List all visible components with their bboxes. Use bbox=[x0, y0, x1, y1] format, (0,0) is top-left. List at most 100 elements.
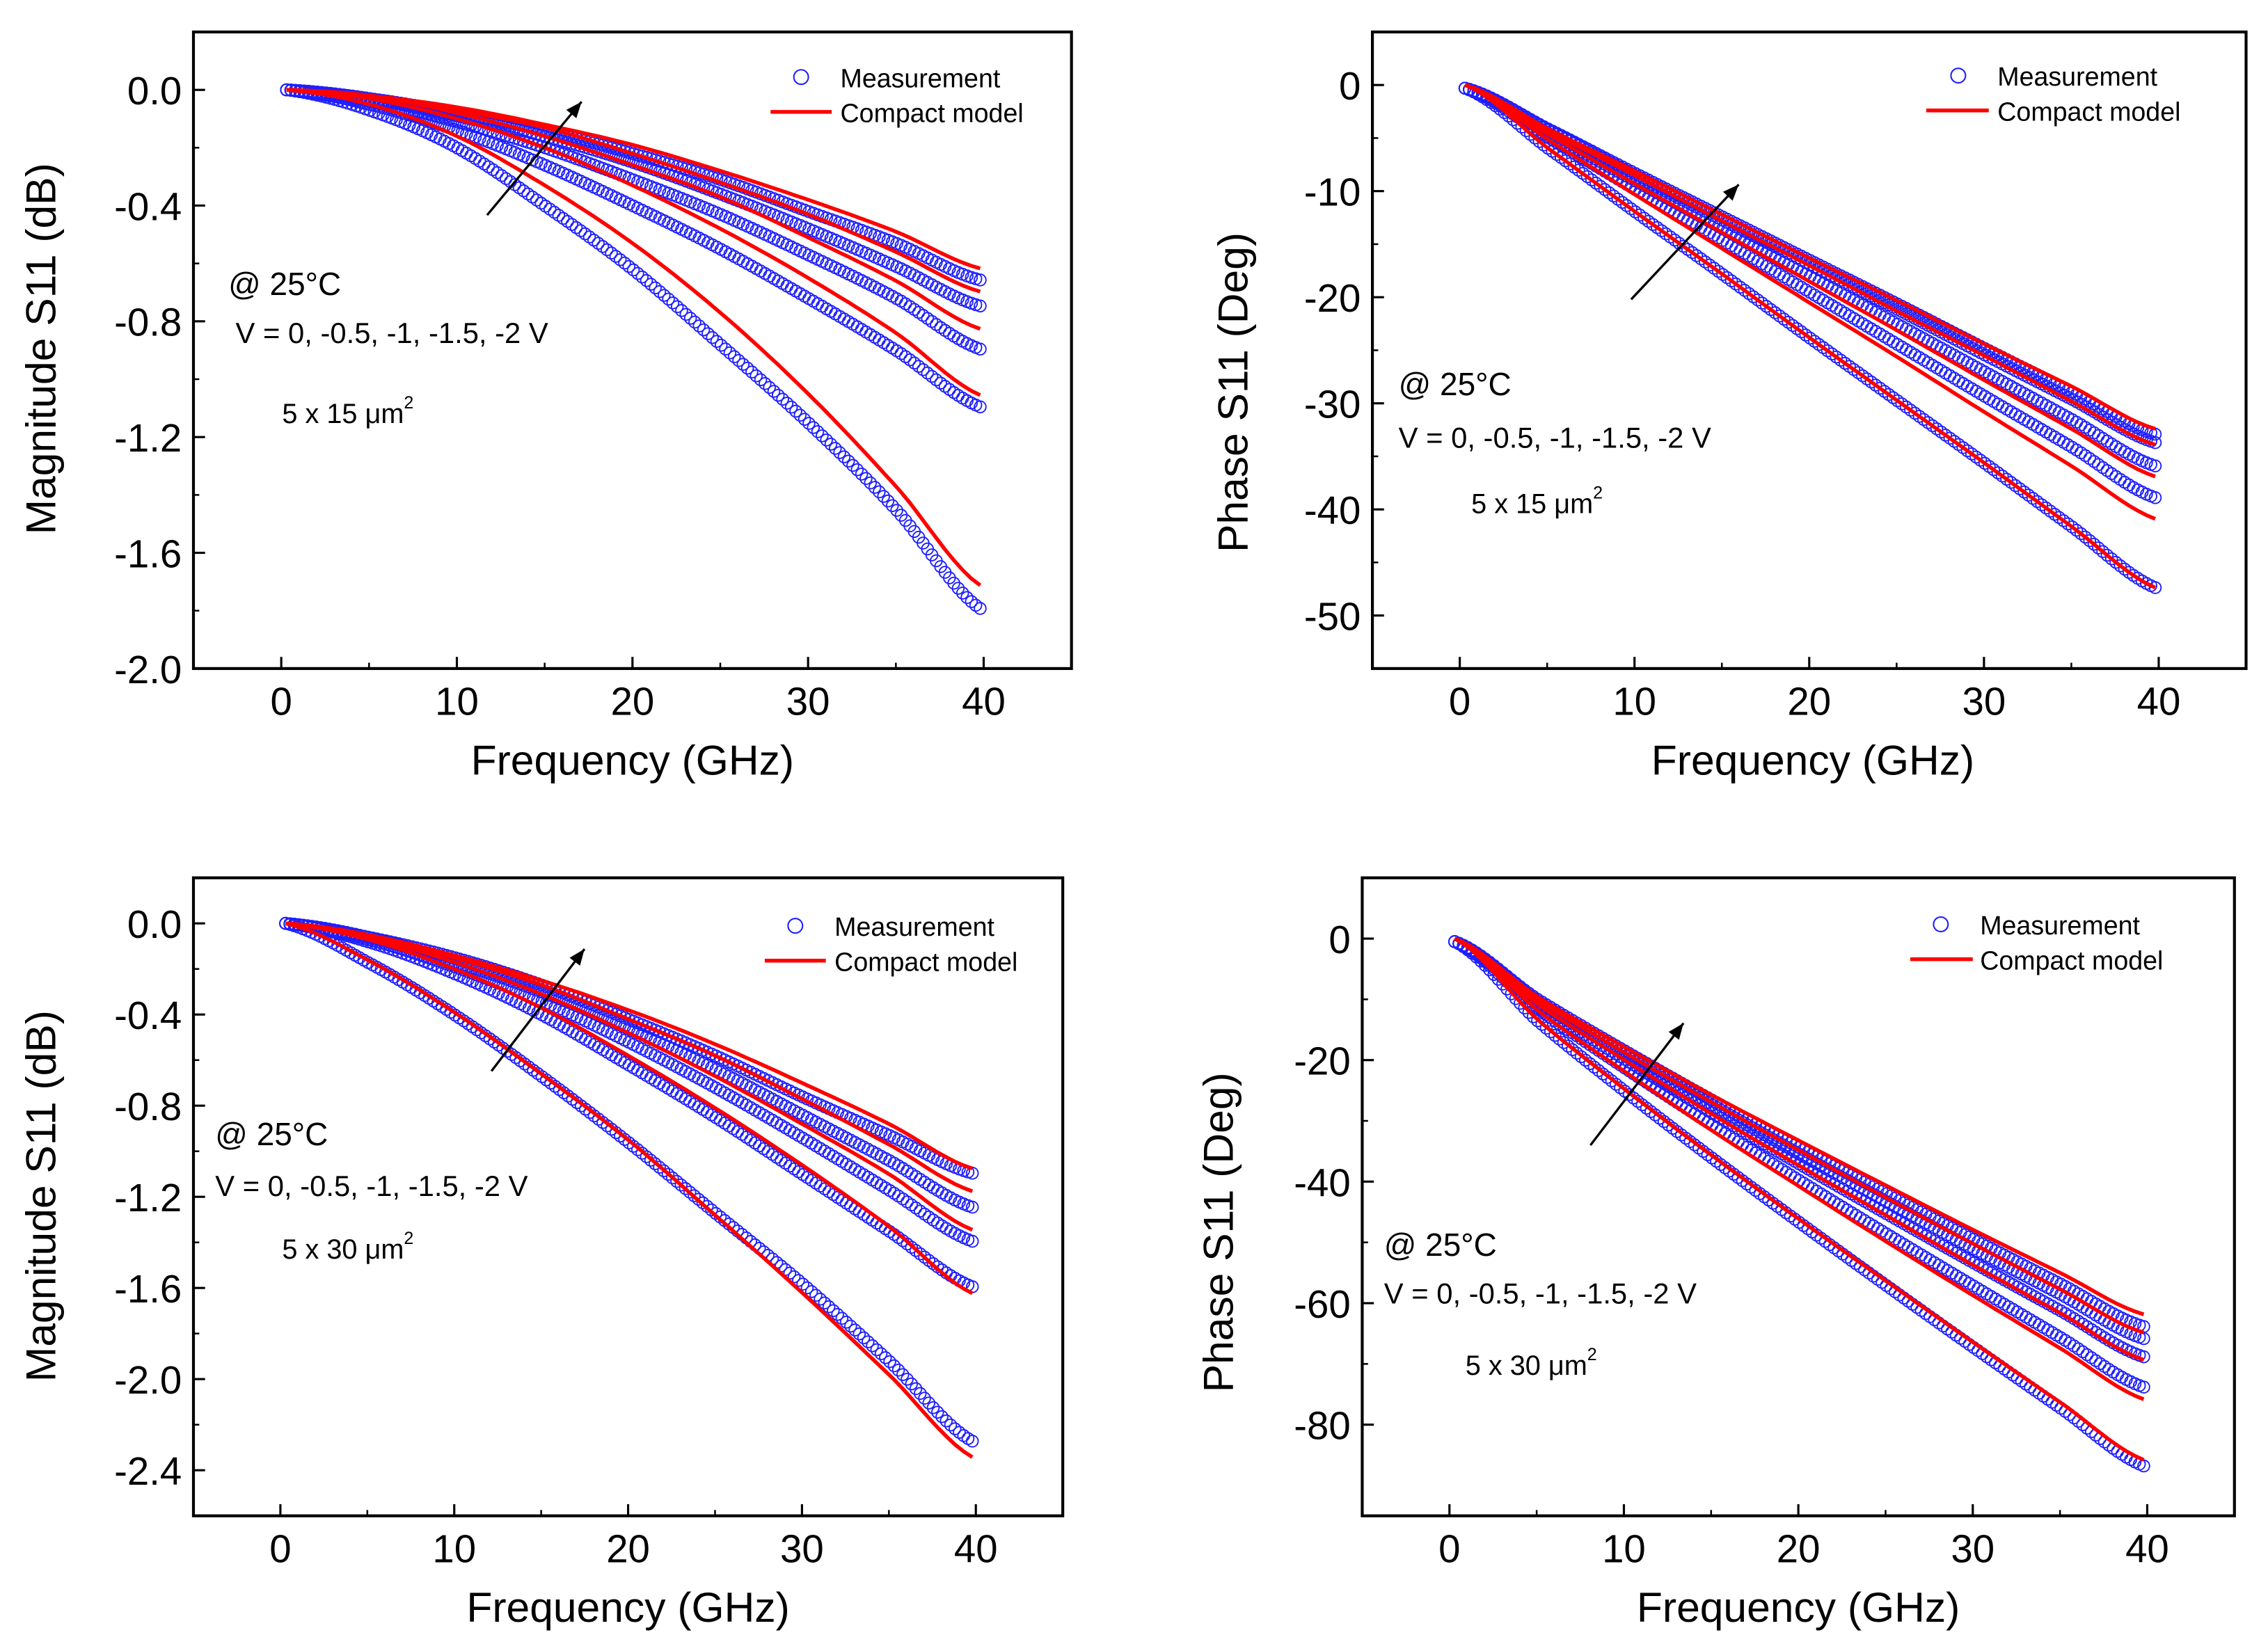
measurement-point bbox=[2070, 415, 2084, 429]
measurement-point bbox=[1603, 186, 1616, 200]
measurement-point bbox=[674, 1178, 688, 1192]
measurement-point bbox=[2019, 1310, 2033, 1324]
measurement-point bbox=[700, 1106, 714, 1119]
plot-frame bbox=[1370, 30, 2248, 670]
measurement-point bbox=[1628, 205, 1642, 218]
measurement-point bbox=[2109, 440, 2123, 454]
measurement-point bbox=[1601, 1071, 1614, 1084]
measurement-point bbox=[816, 429, 829, 442]
measurement-point bbox=[1851, 314, 1865, 328]
measurement-point bbox=[839, 1316, 853, 1329]
measurement-point bbox=[879, 1181, 892, 1195]
measurement-point bbox=[1974, 387, 1988, 401]
measurement-point bbox=[960, 591, 974, 605]
legend: Measurement Compact model bbox=[1910, 911, 2163, 975]
measurement-point bbox=[1609, 1078, 1623, 1091]
y-tick-label: -1.6 bbox=[114, 532, 182, 575]
measurement-point bbox=[1917, 413, 1930, 426]
measurement-point bbox=[688, 1097, 701, 1111]
measurement-point bbox=[1987, 394, 2000, 408]
measurement-point bbox=[692, 319, 706, 333]
measurement-point bbox=[1777, 270, 1791, 284]
measurement-point bbox=[1965, 447, 1978, 461]
measurement-point bbox=[1882, 333, 1896, 346]
measurement-point bbox=[626, 1140, 640, 1153]
measurement-point bbox=[1786, 319, 1800, 333]
measurement-point bbox=[855, 323, 869, 336]
measurement-point bbox=[1553, 1032, 1567, 1046]
measurement-point bbox=[1960, 444, 1974, 458]
measurement-point bbox=[859, 472, 873, 486]
measurement-point bbox=[2074, 527, 2088, 541]
measurement-point bbox=[1782, 273, 1795, 286]
measurement-point bbox=[898, 350, 912, 363]
y-tick-label: -20 bbox=[1304, 276, 1361, 320]
measurement-point bbox=[622, 1058, 636, 1072]
measurement-point bbox=[2083, 534, 2097, 548]
measurement-point bbox=[1856, 317, 1869, 330]
legend: Measurement Compact model bbox=[1926, 62, 2180, 126]
legend-measurement-label: Measurement bbox=[841, 63, 1001, 93]
measurement-point bbox=[1574, 1050, 1588, 1064]
measurement-point bbox=[905, 1198, 919, 1212]
measurement-point bbox=[1566, 1043, 1579, 1056]
measurement-point bbox=[2004, 405, 2018, 419]
legend-model-label: Compact model bbox=[1997, 97, 2180, 126]
device-area-text: 5 x 30 μm bbox=[1466, 1350, 1587, 1381]
measurement-point bbox=[844, 1319, 857, 1333]
measurement-point bbox=[938, 379, 952, 393]
measurement-point bbox=[2114, 559, 2127, 573]
measurement-point bbox=[670, 1174, 683, 1188]
chart-panel-4: 0 10 20 30 40 0 -20 -40 -60 -80 Frequency (GHz) Pha… bbox=[1195, 876, 2236, 1631]
measurement-point bbox=[1563, 157, 1577, 170]
measurement-point bbox=[844, 1160, 857, 1174]
measurement-point bbox=[464, 149, 477, 163]
measurement-point bbox=[1803, 331, 1817, 345]
device-area-superscript: 2 bbox=[404, 393, 413, 413]
measurement-point bbox=[644, 278, 658, 291]
y-tick-label: -1.6 bbox=[114, 1267, 182, 1311]
measurement-point bbox=[618, 256, 631, 270]
measurement-point bbox=[864, 476, 878, 490]
measurement-point bbox=[717, 1086, 731, 1099]
measurement-point bbox=[1873, 381, 1887, 395]
measurement-point bbox=[1716, 268, 1729, 281]
measurement-point bbox=[2043, 428, 2057, 441]
measurement-point bbox=[2070, 523, 2084, 537]
trend-arrow bbox=[490, 948, 586, 1072]
measurement-point bbox=[1755, 257, 1769, 271]
model-curve-3 bbox=[1454, 936, 2145, 1362]
measurement-point bbox=[1956, 376, 1970, 390]
measurement-point bbox=[2039, 501, 2053, 515]
legend-model-label: Compact model bbox=[1980, 946, 2163, 975]
model-curve-2 bbox=[1464, 83, 2156, 521]
y-tick-label: -2.0 bbox=[114, 648, 182, 692]
legend: Measurement Compact model bbox=[764, 912, 1017, 976]
measurement-point bbox=[596, 240, 610, 253]
measurement-point bbox=[913, 1247, 927, 1261]
measurement-point bbox=[697, 323, 711, 337]
measurement-point bbox=[2118, 445, 2132, 458]
measurement-point bbox=[1518, 1001, 1531, 1015]
x-tick-label: 0 bbox=[1449, 680, 1470, 724]
measurement-point bbox=[862, 1170, 875, 1184]
measurement-point bbox=[578, 227, 592, 241]
x-tick-label: 10 bbox=[1602, 1527, 1646, 1571]
measurement-point bbox=[894, 294, 908, 308]
measurement-point bbox=[1891, 394, 1904, 408]
y-axis-label: Magnitude S11 (dB) bbox=[17, 1010, 65, 1382]
measurement-point bbox=[1947, 372, 1961, 385]
measurement-point bbox=[2079, 530, 2092, 544]
measurement-point bbox=[2022, 415, 2036, 429]
measurement-point bbox=[600, 243, 614, 257]
measurement-point bbox=[866, 1339, 879, 1353]
legend-measurement-label: Measurement bbox=[1980, 911, 2140, 940]
measurement-point bbox=[883, 1183, 896, 1197]
measurement-point bbox=[1912, 410, 1926, 423]
measurement-point bbox=[1953, 1271, 1967, 1285]
measurement-point bbox=[883, 1355, 896, 1369]
measurement-point bbox=[1830, 350, 1843, 364]
measurement-point bbox=[1935, 425, 1948, 439]
measurement-point bbox=[761, 1111, 775, 1124]
measurement-series-5 bbox=[1448, 935, 2150, 1333]
